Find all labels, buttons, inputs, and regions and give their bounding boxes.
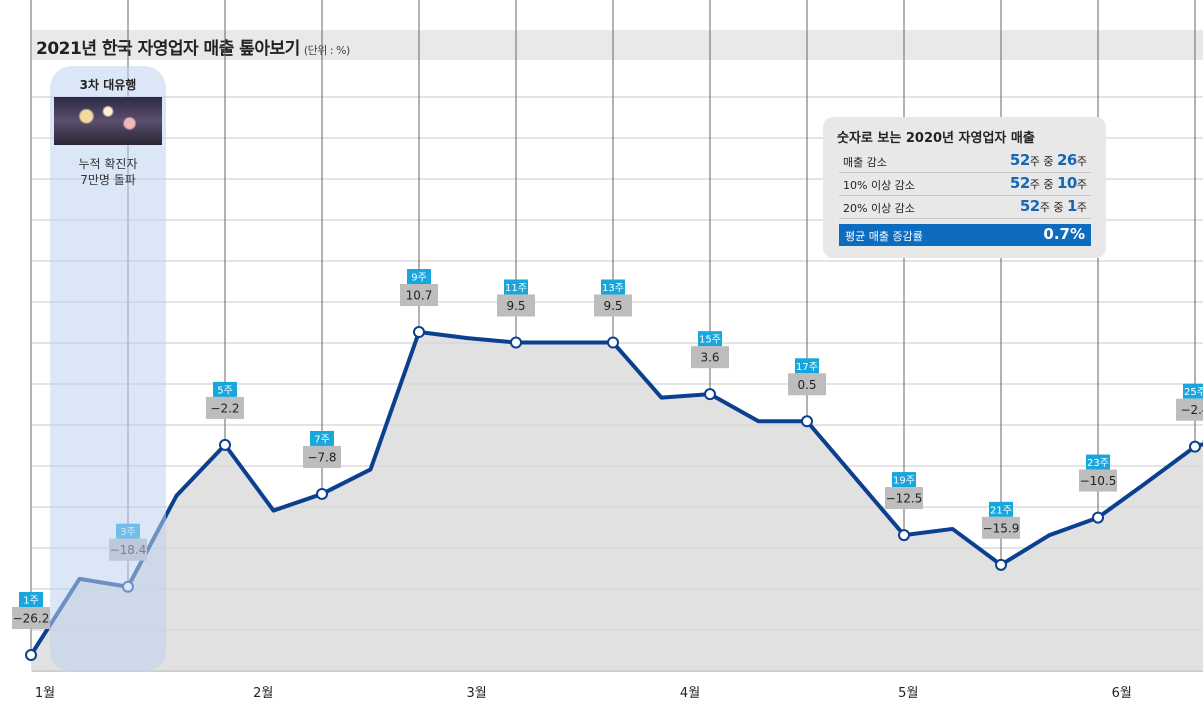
- value-label: −2.2: [210, 401, 239, 415]
- value-box-bg: [303, 445, 341, 468]
- week-tag: 9주: [411, 273, 427, 284]
- week-tag-bg: [795, 358, 819, 374]
- stats-box: 숫자로 보는 2020년 자영업자 매출 매출 감소 52주 중 26주 10%…: [823, 117, 1106, 258]
- week-tag-bg: [213, 381, 237, 397]
- value-label: −2.4: [1180, 403, 1203, 417]
- stats-row-label: 20% 이상 감소: [843, 202, 915, 215]
- value-label: −12.5: [886, 492, 923, 506]
- stats-row-value: 52주 중 26주: [1009, 151, 1087, 169]
- data-point-11: [510, 336, 522, 349]
- stats-row-value: 52주 중 10주: [1009, 174, 1087, 192]
- week-tag-bg: [892, 472, 916, 488]
- wave-note-line1: 누적 확진자: [78, 157, 138, 171]
- week-tag-bg: [504, 279, 528, 295]
- value-label: −26.2: [13, 612, 50, 626]
- week-tag-bg: [407, 269, 431, 284]
- average-label: 평균 매출 증감률: [845, 230, 923, 243]
- value-box-bg: [1079, 469, 1117, 492]
- week-tag: 5주: [217, 385, 233, 396]
- data-point-23: [1092, 511, 1104, 524]
- third-wave-note: 누적 확진자 7만명 돌파: [50, 156, 166, 188]
- average-value: 0.7%: [1043, 225, 1085, 243]
- week-tag: 11주: [505, 283, 527, 294]
- wave-note-line2: 7만명 돌파: [80, 173, 136, 187]
- month-tick-label: 3월: [466, 686, 487, 701]
- week-tag: 19주: [893, 476, 915, 487]
- data-point-13: [607, 336, 619, 349]
- stats-row-label: 매출 감소: [843, 156, 887, 169]
- value-label: −15.9: [983, 521, 1020, 535]
- week-tag: 7주: [314, 434, 330, 445]
- unit-label: (단위 : %): [303, 44, 350, 57]
- month-tick-label: 6월: [1111, 686, 1132, 701]
- week-tag-bg: [1183, 383, 1203, 399]
- week-tag-bg: [19, 592, 43, 607]
- week-tag: 25주: [1184, 387, 1203, 398]
- stats-row-value: 52주 중 1주: [1019, 197, 1087, 215]
- value-box-bg: [885, 487, 923, 510]
- data-point-25: [1189, 440, 1201, 453]
- week-tag: 23주: [1087, 458, 1109, 469]
- month-tick-label: 4월: [679, 686, 701, 701]
- week-tag-bg: [989, 501, 1013, 517]
- stats-average-row: 평균 매출 증감률 0.7%: [839, 224, 1091, 246]
- data-point-17: [801, 415, 813, 428]
- value-label: 9.5: [603, 299, 622, 313]
- value-box-bg: [400, 284, 438, 306]
- value-box-bg: [594, 294, 632, 317]
- value-label: 3.6: [700, 351, 719, 365]
- data-point-1: [25, 649, 37, 661]
- data-point-7: [316, 487, 328, 500]
- week-tag: 15주: [699, 335, 721, 346]
- third-wave-title: 3차 대유행: [79, 78, 137, 92]
- data-point-21: [995, 558, 1007, 571]
- value-label: 9.5: [506, 299, 525, 313]
- week-tag: 13주: [602, 283, 624, 294]
- value-box-bg: [691, 346, 729, 369]
- week-tag: 1주: [23, 596, 39, 607]
- street-photo-thumbnail: [54, 97, 162, 145]
- title-bar: [32, 30, 1203, 60]
- week-tag: 21주: [990, 505, 1012, 516]
- week-tag-bg: [601, 279, 625, 295]
- value-box-bg: [1176, 398, 1203, 421]
- month-tick-label: 1월: [34, 686, 56, 701]
- stats-title: 숫자로 보는 2020년 자영업자 매출: [837, 131, 1035, 146]
- value-box-bg: [12, 607, 50, 629]
- data-point-15: [704, 388, 716, 401]
- stats-row-decline: 매출 감소 52주 중 26주: [839, 150, 1091, 173]
- week-tag-bg: [698, 331, 722, 347]
- area-fill: [31, 332, 1203, 671]
- value-box-bg: [788, 373, 826, 396]
- week-tag: 17주: [796, 362, 818, 373]
- data-point-9: [413, 326, 425, 338]
- stats-row-label: 10% 이상 감소: [843, 179, 915, 192]
- chart-title: 2021년 한국 자영업자 매출 톺아보기 (단위 : %): [36, 39, 350, 59]
- value-box-bg: [497, 294, 535, 317]
- third-wave-highlight: [50, 66, 166, 672]
- month-tick-label: 5월: [898, 686, 919, 701]
- value-label: −7.8: [307, 450, 336, 464]
- stats-row-decline-10: 10% 이상 감소 52주 중 10주: [839, 173, 1091, 196]
- data-point-19: [898, 529, 910, 542]
- value-label: 0.5: [797, 378, 816, 392]
- value-label: 10.7: [406, 289, 433, 303]
- data-point-5: [219, 438, 231, 451]
- value-box-bg: [206, 396, 244, 419]
- value-box-bg: [982, 516, 1020, 539]
- stats-row-decline-20: 20% 이상 감소 52주 중 1주: [839, 196, 1091, 219]
- month-tick-label: 2월: [253, 686, 274, 701]
- series-line: [29, 330, 1203, 657]
- week-tag-bg: [310, 430, 334, 446]
- value-label: −10.5: [1080, 474, 1117, 488]
- week-tag-bg: [1086, 454, 1110, 470]
